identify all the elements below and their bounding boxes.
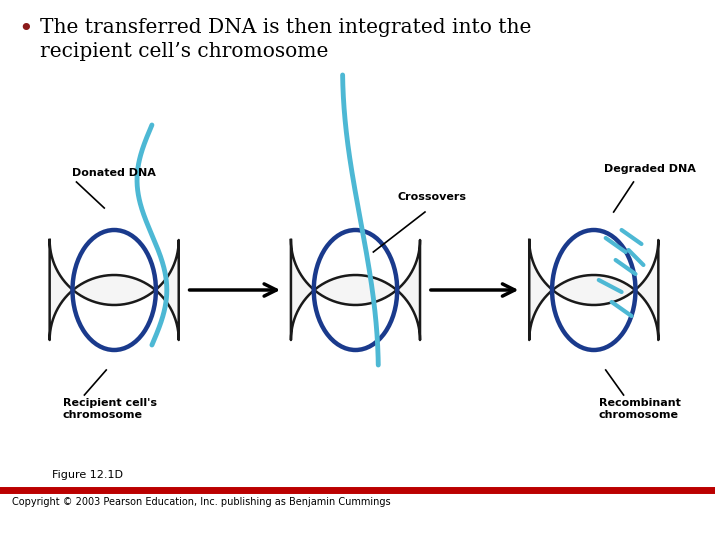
Text: Recombinant
chromosome: Recombinant chromosome [599,398,680,420]
Text: The transferred DNA is then integrated into the
recipient cell’s chromosome: The transferred DNA is then integrated i… [40,18,531,61]
Polygon shape [291,240,420,340]
Text: Donated DNA: Donated DNA [73,168,156,178]
Text: Degraded DNA: Degraded DNA [603,164,696,174]
Text: Recipient cell's
chromosome: Recipient cell's chromosome [63,398,156,420]
Text: Copyright © 2003 Pearson Education, Inc. publishing as Benjamin Cummings: Copyright © 2003 Pearson Education, Inc.… [12,497,390,507]
Text: Crossovers: Crossovers [397,192,466,202]
Text: Figure 12.1D: Figure 12.1D [52,470,122,480]
Polygon shape [50,240,179,340]
Text: •: • [18,18,32,41]
Polygon shape [529,240,658,340]
